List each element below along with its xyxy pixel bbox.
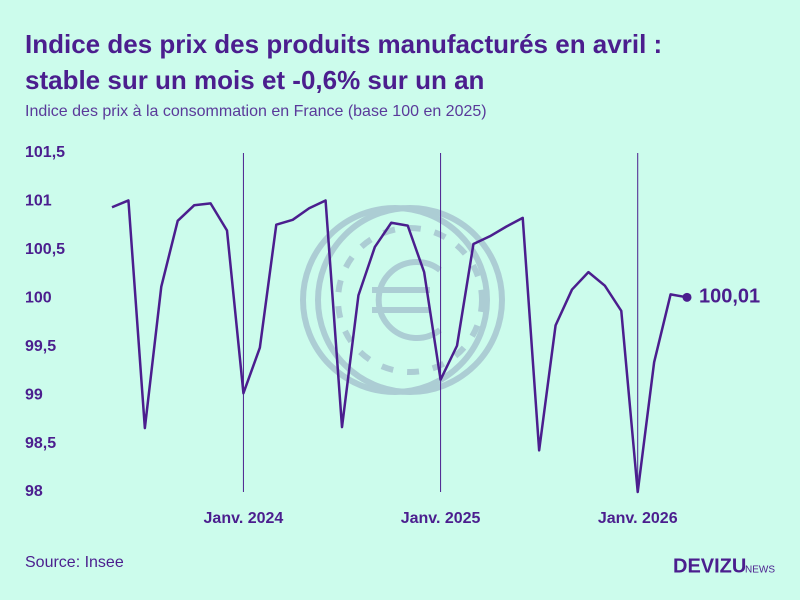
x-tick-label: Janv. 2025 [401, 510, 481, 527]
chart-subtitle: Indice des prix à la consommation en Fra… [25, 103, 487, 120]
end-point [682, 292, 692, 302]
x-tick-label: Janv. 2026 [598, 510, 678, 527]
chart-title: Indice des prix des produits manufacturé… [25, 29, 663, 95]
y-tick-label: 99,5 [25, 338, 56, 355]
logo-suffix: NEWS [745, 565, 775, 576]
y-tick-label: 100,5 [25, 241, 65, 258]
y-tick-label: 100 [25, 290, 52, 307]
series-line [111, 199, 688, 494]
x-tick-label: Janv. 2024 [204, 510, 284, 527]
logo: DEVIZU [673, 555, 746, 577]
y-tick-label: 99 [25, 386, 43, 403]
y-tick-label: 101 [25, 193, 52, 210]
y-tick-label: 101,5 [25, 144, 65, 161]
coin-icon [300, 205, 505, 395]
value-label: 100,01 [699, 286, 760, 308]
y-tick-label: 98,5 [25, 435, 56, 452]
source: Source: Insee [25, 554, 124, 571]
y-tick-label: 98 [25, 483, 43, 500]
